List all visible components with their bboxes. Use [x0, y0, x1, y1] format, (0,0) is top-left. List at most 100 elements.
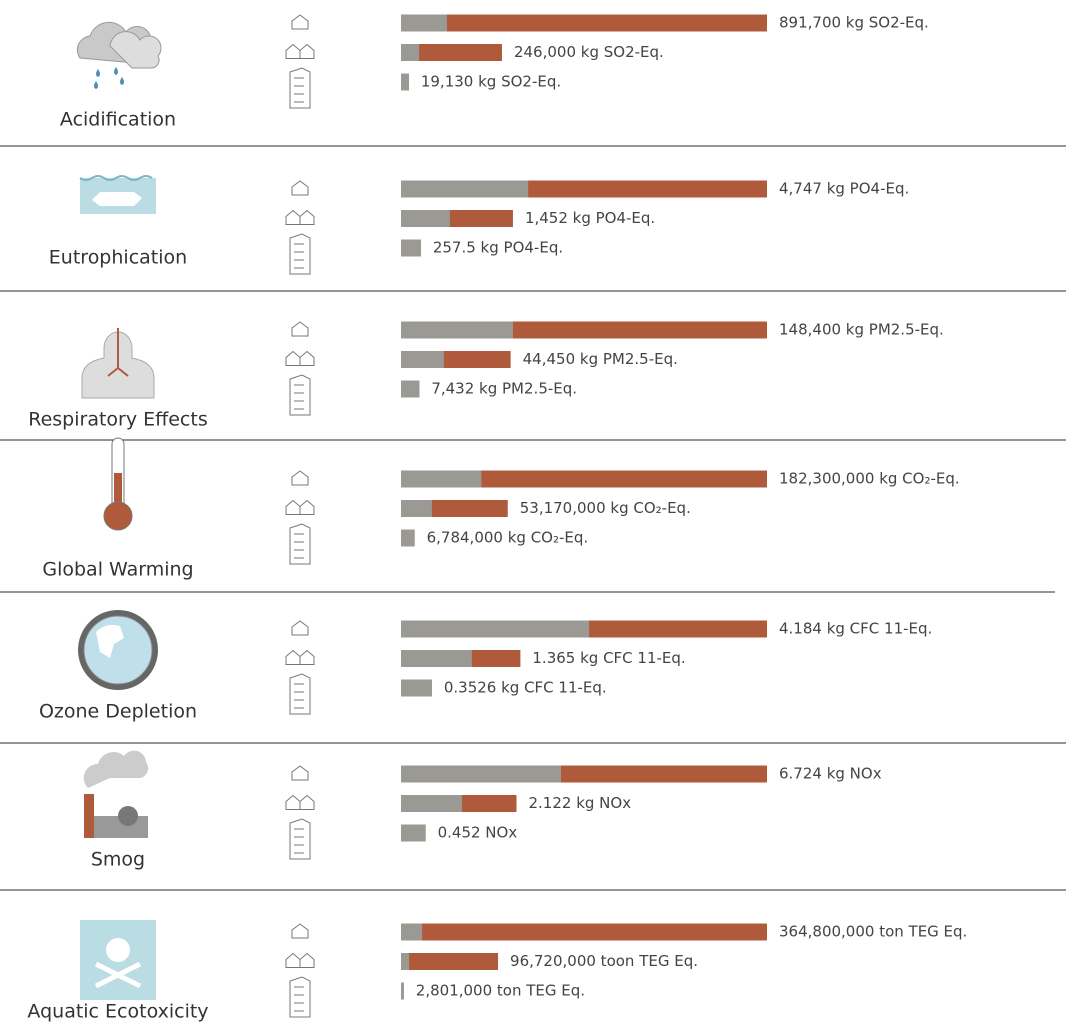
- bar: [401, 983, 404, 1000]
- icon-shape: [96, 69, 100, 77]
- bar: [401, 500, 432, 517]
- value-label: 44,450 kg PM2.5-Eq.: [523, 350, 678, 368]
- category-icon: [80, 176, 156, 214]
- bar: [401, 621, 589, 638]
- bar: [401, 924, 767, 941]
- building-icon: [292, 924, 308, 938]
- bar: [401, 924, 422, 941]
- infographic: Acidification 891,700 kg SO2-Eq. 246,000 k…: [0, 0, 1081, 1025]
- bar: [401, 181, 528, 198]
- building-icon: [290, 977, 310, 1017]
- icon-shape: [290, 977, 310, 1017]
- value-label: 0.3526 kg CFC 11-Eq.: [444, 679, 607, 697]
- building-icon: [290, 68, 310, 108]
- bar: [401, 15, 447, 32]
- icon-shape: [110, 32, 161, 68]
- icon-shape: [292, 322, 308, 336]
- icon-shape: [290, 674, 310, 714]
- icon-shape: [104, 502, 132, 530]
- value-label: 96,720,000 toon TEG Eq.: [510, 952, 698, 970]
- category-icon: [80, 920, 156, 1000]
- value-label: 246,000 kg SO2-Eq.: [514, 43, 664, 61]
- building-icon: [286, 211, 314, 225]
- category-icon: [84, 751, 148, 838]
- building-icon: [286, 501, 314, 515]
- bar: [401, 74, 409, 91]
- icon-shape: [292, 471, 308, 485]
- icon-shape: [94, 81, 98, 89]
- icon-shape: [292, 621, 308, 635]
- panel-title: Respiratory Effects: [28, 409, 207, 431]
- icon-shape: [286, 954, 314, 968]
- building-icon: [292, 766, 308, 780]
- bar: [401, 15, 767, 32]
- bar: [401, 953, 498, 970]
- value-label: 891,700 kg SO2-Eq.: [779, 14, 929, 32]
- category-icon: [78, 610, 158, 690]
- bar: [401, 240, 421, 257]
- building-icon: [290, 234, 310, 274]
- icon-shape: [286, 796, 314, 810]
- building-icon: [292, 322, 308, 336]
- bar: [401, 650, 472, 667]
- value-label: 2.122 kg NOx: [529, 794, 632, 812]
- panel-title: Aquatic Ecotoxicity: [27, 1001, 208, 1023]
- value-label: 257.5 kg PO4-Eq.: [433, 239, 563, 257]
- icon-shape: [120, 77, 124, 85]
- icon-shape: [286, 651, 314, 665]
- value-label: 0.452 NOx: [438, 824, 518, 842]
- building-icon: [292, 181, 308, 195]
- icon-shape: [92, 192, 142, 206]
- bar: [401, 351, 444, 368]
- icon-shape: [290, 68, 310, 108]
- building-icon: [290, 375, 310, 415]
- icon-shape: [114, 67, 118, 75]
- value-label: 4,747 kg PO4-Eq.: [779, 180, 909, 198]
- icon-shape: [118, 806, 138, 826]
- icon-shape: [286, 501, 314, 515]
- building-icon: [292, 471, 308, 485]
- category-icon: [104, 438, 132, 530]
- value-label: 6,784,000 kg CO₂-Eq.: [427, 529, 589, 547]
- value-label: 182,300,000 kg CO₂-Eq.: [779, 470, 960, 488]
- panel-title: Acidification: [60, 109, 176, 131]
- icon-shape: [286, 45, 314, 59]
- icon-shape: [292, 15, 308, 29]
- building-icon: [290, 524, 310, 564]
- building-icon: [286, 45, 314, 59]
- icon-shape: [292, 181, 308, 195]
- building-icon: [286, 651, 314, 665]
- icon-shape: [290, 234, 310, 274]
- icon-shape: [292, 766, 308, 780]
- value-label: 364,800,000 ton TEG Eq.: [779, 923, 967, 941]
- icon-shape: [286, 211, 314, 225]
- value-label: 1,452 kg PO4-Eq.: [525, 209, 655, 227]
- bar: [401, 680, 432, 697]
- bar: [401, 530, 415, 547]
- bar: [401, 322, 513, 339]
- bar: [401, 44, 419, 61]
- icon-shape: [84, 794, 94, 838]
- icon-shape: [286, 352, 314, 366]
- value-label: 53,170,000 kg CO₂-Eq.: [520, 499, 691, 517]
- category-icon: [82, 328, 154, 398]
- icon-shape: [290, 819, 310, 859]
- panel-title: Eutrophication: [49, 247, 187, 269]
- icon-shape: [290, 524, 310, 564]
- value-label: 6.724 kg NOx: [779, 765, 882, 783]
- icon-shape: [292, 924, 308, 938]
- bar: [401, 766, 561, 783]
- value-label: 1.365 kg CFC 11-Eq.: [532, 649, 685, 667]
- value-label: 2,801,000 ton TEG Eq.: [416, 982, 585, 1000]
- bar: [401, 825, 426, 842]
- icon-shape: [106, 938, 130, 962]
- building-icon: [292, 15, 308, 29]
- icon-shape: [290, 375, 310, 415]
- icon-shape: [84, 751, 148, 788]
- bar: [401, 381, 419, 398]
- building-icon: [290, 674, 310, 714]
- panel-title: Ozone Depletion: [39, 701, 197, 723]
- value-label: 19,130 kg SO2-Eq.: [421, 73, 561, 91]
- panel-title: Smog: [91, 849, 145, 871]
- value-label: 148,400 kg PM2.5-Eq.: [779, 321, 944, 339]
